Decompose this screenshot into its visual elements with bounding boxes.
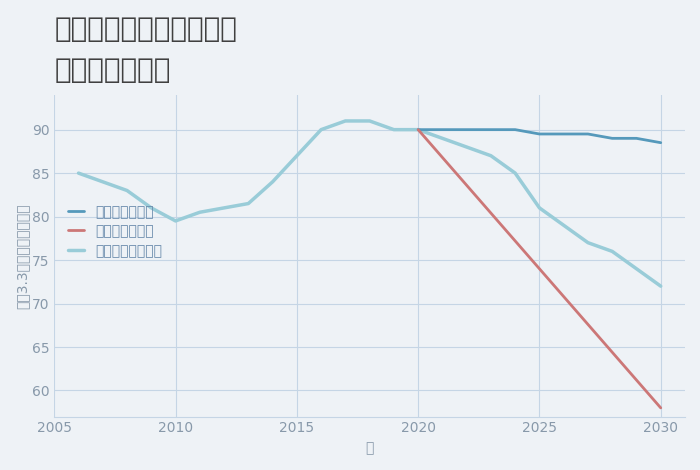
グッドシナリオ: [657, 140, 665, 146]
グッドシナリオ: [511, 127, 519, 133]
グッドシナリオ: [584, 131, 592, 137]
ノーマルシナリオ: [511, 170, 519, 176]
ノーマルシナリオ: [172, 218, 180, 224]
ノーマルシナリオ: [365, 118, 374, 124]
Line: グッドシナリオ: グッドシナリオ: [418, 130, 661, 143]
グッドシナリオ: [414, 127, 422, 133]
ノーマルシナリオ: [608, 249, 617, 254]
ノーマルシナリオ: [341, 118, 349, 124]
ノーマルシナリオ: [463, 144, 471, 150]
Text: 兵庫県西宮市武庫川町の
土地の価格推移: 兵庫県西宮市武庫川町の 土地の価格推移: [55, 15, 237, 84]
ノーマルシナリオ: [657, 283, 665, 289]
ノーマルシナリオ: [486, 153, 495, 158]
X-axis label: 年: 年: [365, 441, 374, 455]
ノーマルシナリオ: [268, 179, 277, 185]
ノーマルシナリオ: [147, 205, 155, 211]
ノーマルシナリオ: [244, 201, 253, 206]
ノーマルシナリオ: [195, 210, 204, 215]
ノーマルシナリオ: [536, 205, 544, 211]
Y-axis label: 平（3.3㎡）単価（万円）: 平（3.3㎡）単価（万円）: [15, 203, 29, 308]
ノーマルシナリオ: [317, 127, 326, 133]
ノーマルシナリオ: [390, 127, 398, 133]
グッドシナリオ: [438, 127, 447, 133]
ノーマルシナリオ: [220, 205, 228, 211]
Line: ノーマルシナリオ: ノーマルシナリオ: [78, 121, 661, 286]
ノーマルシナリオ: [438, 135, 447, 141]
ノーマルシナリオ: [559, 222, 568, 228]
グッドシナリオ: [632, 135, 640, 141]
ノーマルシナリオ: [414, 127, 422, 133]
ノーマルシナリオ: [74, 170, 83, 176]
ノーマルシナリオ: [99, 179, 107, 185]
グッドシナリオ: [536, 131, 544, 137]
Legend: グッドシナリオ, バッドシナリオ, ノーマルシナリオ: グッドシナリオ, バッドシナリオ, ノーマルシナリオ: [67, 205, 162, 258]
グッドシナリオ: [608, 135, 617, 141]
ノーマルシナリオ: [632, 266, 640, 272]
グッドシナリオ: [559, 131, 568, 137]
ノーマルシナリオ: [293, 153, 301, 158]
ノーマルシナリオ: [122, 188, 131, 193]
グッドシナリオ: [486, 127, 495, 133]
ノーマルシナリオ: [584, 240, 592, 245]
グッドシナリオ: [463, 127, 471, 133]
